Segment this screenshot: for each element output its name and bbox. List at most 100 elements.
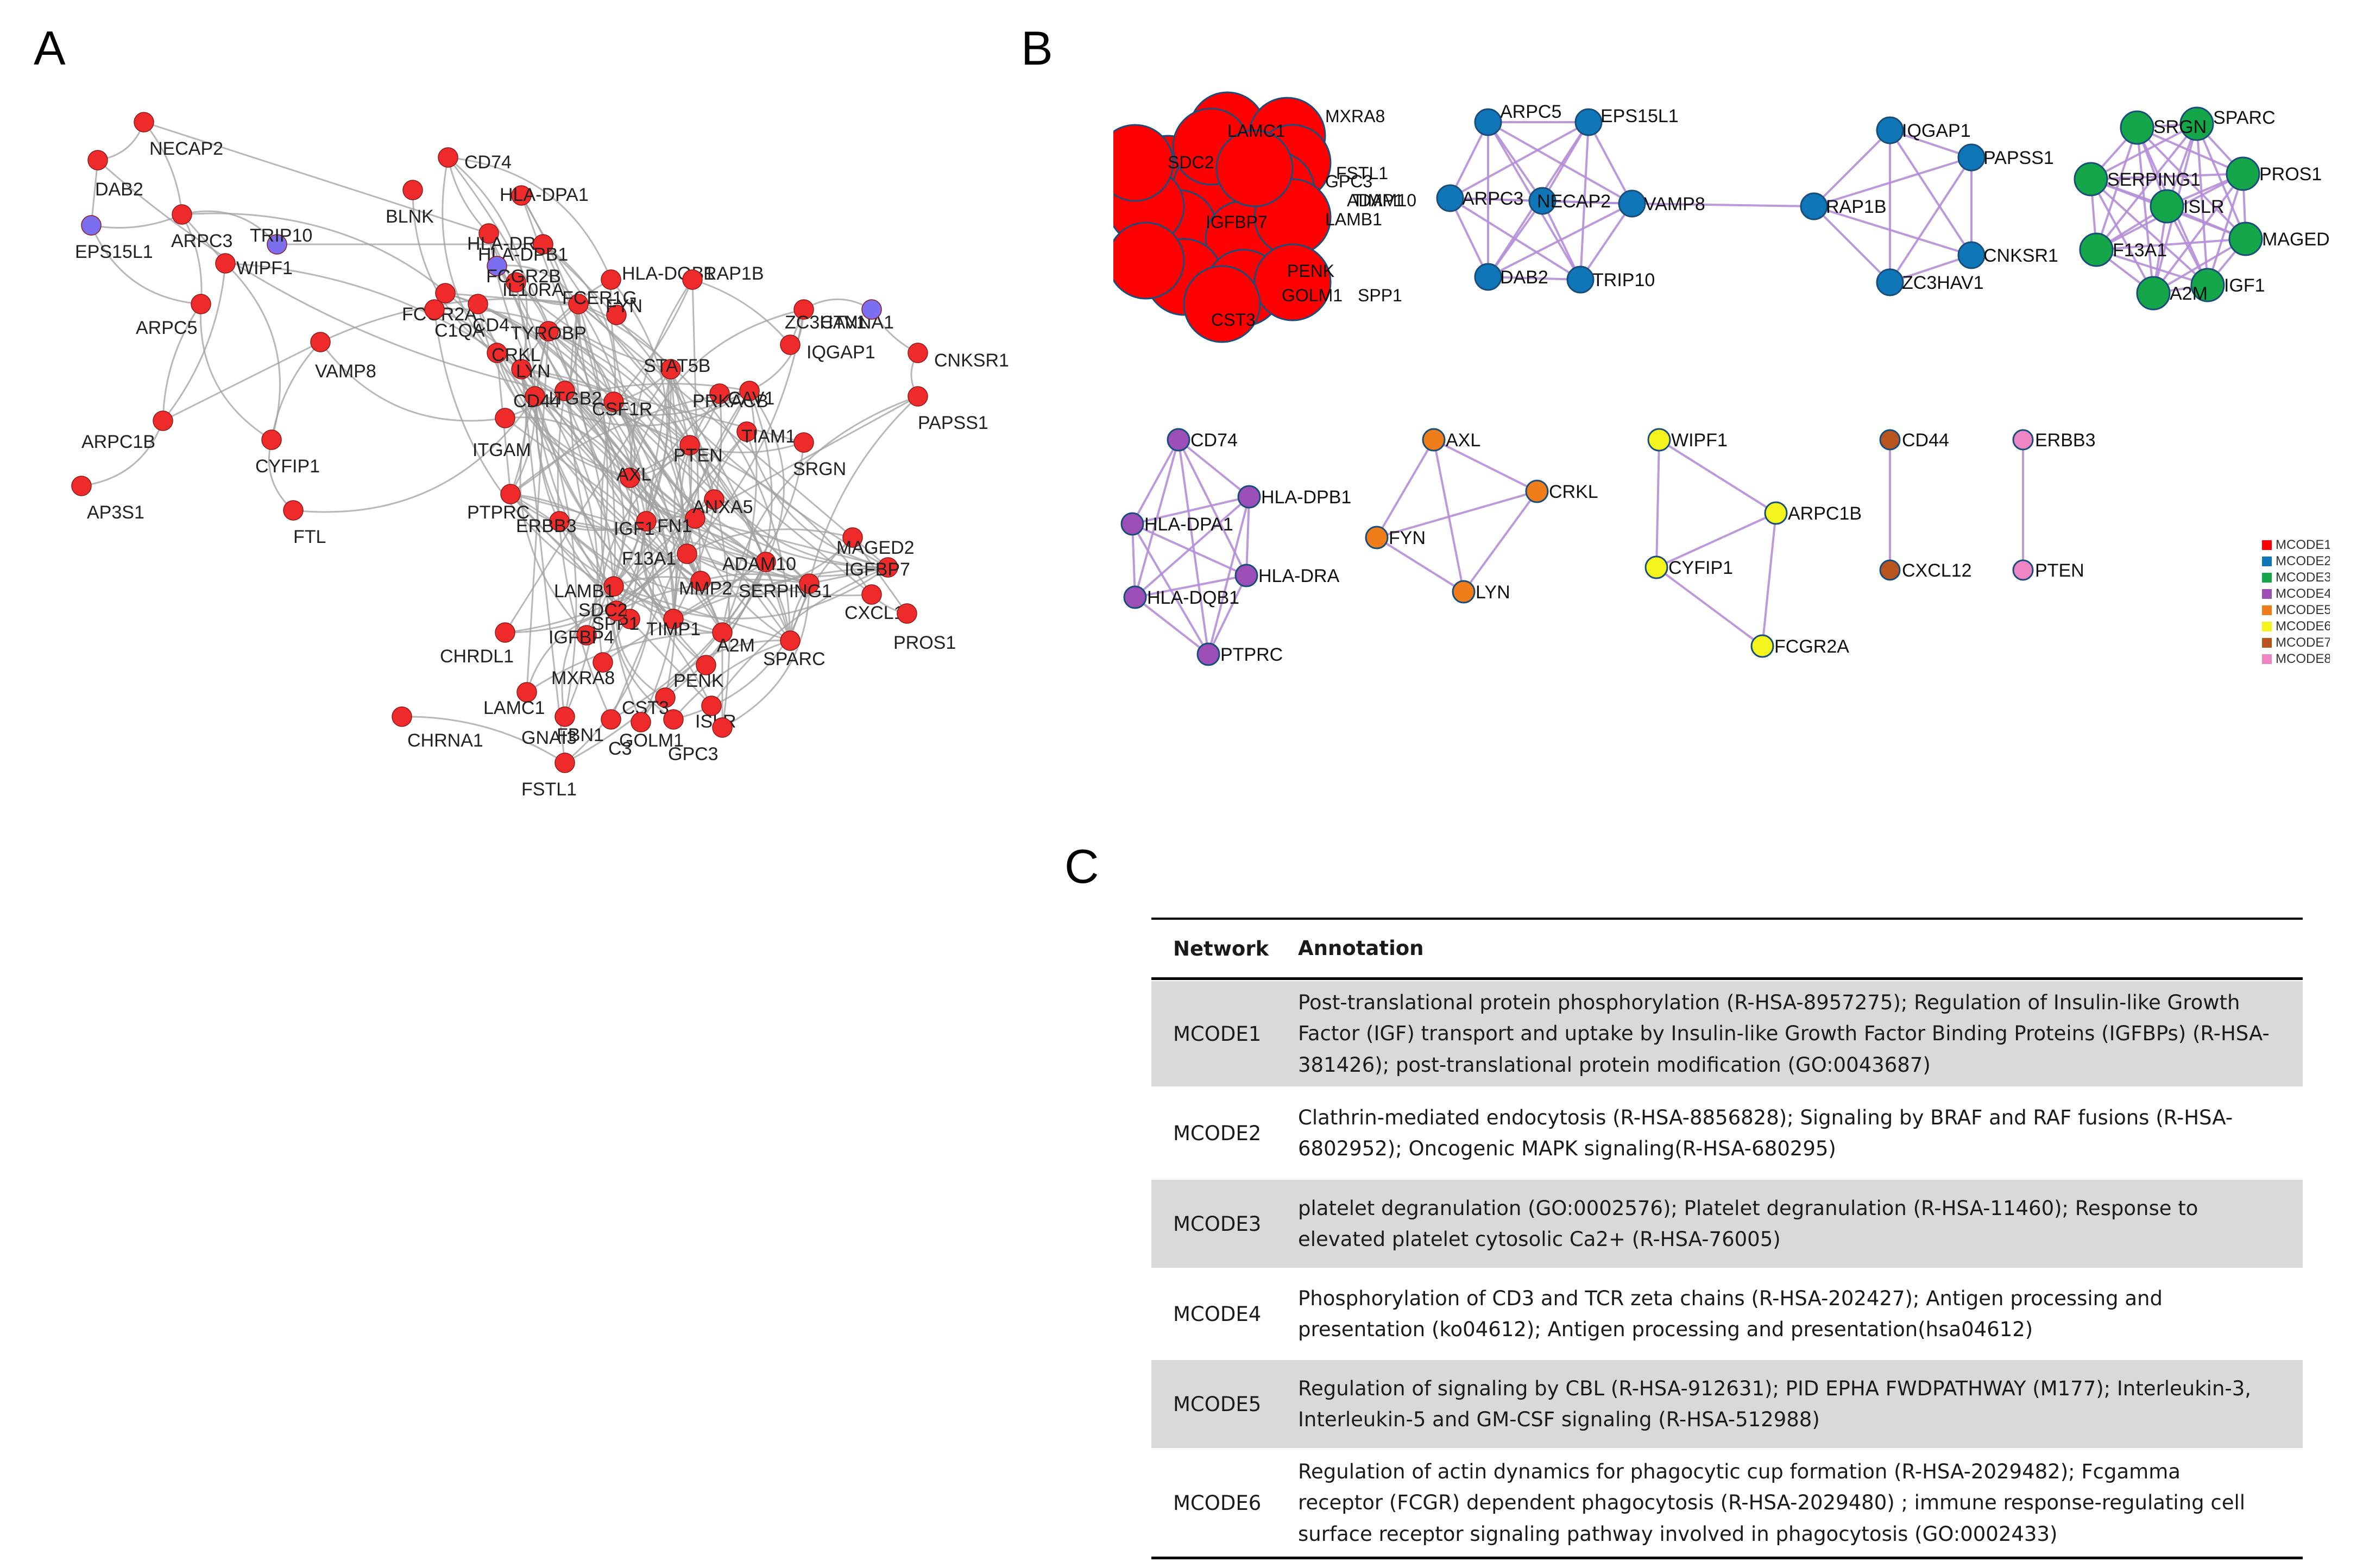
node-node[interactable]: [1113, 124, 1174, 202]
node-chrdl1[interactable]: [495, 622, 515, 643]
node-anxa5[interactable]: [704, 489, 724, 510]
node-trip10[interactable]: [1566, 265, 1595, 294]
node-cst3[interactable]: [1183, 265, 1261, 343]
node-vamp8[interactable]: [1618, 189, 1646, 218]
node-lyn[interactable]: [1452, 580, 1476, 604]
node-lamb1[interactable]: [603, 576, 624, 597]
node-arpc3[interactable]: [1436, 184, 1464, 212]
node-hla-dpa1[interactable]: [1120, 512, 1144, 536]
node-islr[interactable]: [2150, 189, 2184, 224]
node-pten[interactable]: [2012, 559, 2034, 581]
node-axl[interactable]: [620, 467, 640, 488]
node-itgb2[interactable]: [554, 381, 575, 401]
node-iqgap1[interactable]: [780, 334, 801, 355]
node-hla-dpb1[interactable]: [533, 234, 553, 255]
node-fbn1[interactable]: [601, 709, 621, 730]
node-tiam1[interactable]: [736, 421, 757, 442]
node-hla-dpa1[interactable]: [511, 185, 532, 206]
node-node[interactable]: [1215, 129, 1294, 207]
node-serping1[interactable]: [799, 573, 820, 594]
node-fcgr2a[interactable]: [1750, 634, 1774, 658]
node-hla-dpb1[interactable]: [1237, 485, 1261, 509]
node-stat5b[interactable]: [660, 359, 681, 380]
node-arpc5[interactable]: [1474, 108, 1502, 136]
node-fn1[interactable]: [685, 508, 705, 529]
node-csf1r[interactable]: [603, 391, 624, 412]
node-cd4[interactable]: [468, 294, 488, 314]
node-igfbp4[interactable]: [576, 625, 597, 646]
node-cxcl12[interactable]: [861, 584, 882, 605]
node-maged2[interactable]: [842, 527, 863, 548]
node-arpc5[interactable]: [191, 294, 211, 314]
node-cd44[interactable]: [1879, 429, 1901, 451]
node-fyn[interactable]: [606, 305, 627, 325]
node-crkl[interactable]: [1525, 479, 1549, 503]
node-cyfip1[interactable]: [1644, 555, 1668, 579]
node-gpc3[interactable]: [712, 717, 733, 738]
node-c1qa[interactable]: [424, 299, 445, 320]
node-cyfip1[interactable]: [261, 429, 282, 450]
node-cst3[interactable]: [655, 687, 676, 708]
node-cxcl12[interactable]: [1879, 559, 1901, 581]
node-arpc1b[interactable]: [1764, 501, 1788, 525]
node-igf1[interactable]: [2190, 268, 2225, 302]
node-sdc2[interactable]: [606, 600, 627, 621]
node-blnk[interactable]: [402, 180, 423, 200]
node-vamp8[interactable]: [310, 332, 331, 352]
node-papss1[interactable]: [1957, 143, 1986, 172]
node-itgam[interactable]: [495, 408, 515, 428]
node-maged2[interactable]: [2228, 222, 2263, 256]
node-cav1[interactable]: [739, 381, 760, 401]
node-ptprc[interactable]: [1196, 642, 1220, 666]
node-srgn[interactable]: [793, 432, 814, 453]
node-cd74[interactable]: [438, 147, 458, 168]
node-hla-dqb1[interactable]: [601, 269, 621, 290]
node-igf1[interactable]: [636, 511, 657, 532]
node-iqgap1[interactable]: [1876, 116, 1904, 144]
node-lamc1[interactable]: [516, 682, 537, 703]
node-srgn[interactable]: [2120, 110, 2154, 145]
node-il10ra[interactable]: [506, 272, 526, 293]
node-pros1[interactable]: [897, 603, 917, 624]
node-mmp2[interactable]: [690, 571, 711, 591]
node-c3[interactable]: [631, 712, 651, 732]
node-serping1[interactable]: [2074, 162, 2108, 197]
node-ftl[interactable]: [283, 500, 304, 521]
node-dab2[interactable]: [87, 150, 108, 170]
node-crkl[interactable]: [487, 343, 507, 363]
node-hla-dra[interactable]: [1234, 564, 1258, 587]
node-axl[interactable]: [1422, 428, 1446, 452]
node-cnksr1[interactable]: [908, 343, 928, 363]
node-zc3hav1[interactable]: [861, 299, 882, 320]
node-tyrobp[interactable]: [538, 321, 559, 342]
node-erbb3[interactable]: [2012, 429, 2034, 451]
node-prkacb[interactable]: [709, 383, 730, 404]
node-fstl1[interactable]: [554, 753, 575, 773]
node-eps15l1[interactable]: [81, 215, 102, 236]
node-f13a1[interactable]: [677, 543, 697, 564]
node-a2m[interactable]: [2136, 276, 2171, 311]
node-f13a1[interactable]: [2079, 232, 2114, 267]
node-arpc1b[interactable]: [153, 410, 173, 431]
node-hla-dqb1[interactable]: [1123, 585, 1147, 609]
node-fcgr2a[interactable]: [435, 283, 456, 304]
node-node[interactable]: [1113, 222, 1185, 300]
node-lyn[interactable]: [511, 359, 532, 380]
node-spp1[interactable]: [1253, 243, 1332, 321]
node-rap1b[interactable]: [682, 269, 703, 290]
node-papss1[interactable]: [908, 386, 928, 407]
node-wipf1[interactable]: [215, 253, 236, 274]
node-fcer1g[interactable]: [568, 294, 589, 314]
node-gnai3[interactable]: [554, 706, 575, 727]
node-fcgr2b[interactable]: [487, 256, 507, 276]
node-ap3s1[interactable]: [71, 476, 92, 496]
node-wipf1[interactable]: [1647, 428, 1671, 452]
node-adam10[interactable]: [755, 552, 776, 572]
node-penk[interactable]: [696, 655, 716, 675]
node-igfbp7[interactable]: [878, 557, 898, 578]
node-erbb3[interactable]: [549, 511, 570, 532]
node-pros1[interactable]: [2226, 156, 2260, 191]
node-a2m[interactable]: [712, 622, 733, 643]
node-fyn[interactable]: [1365, 526, 1389, 549]
node-sparc[interactable]: [780, 630, 801, 651]
